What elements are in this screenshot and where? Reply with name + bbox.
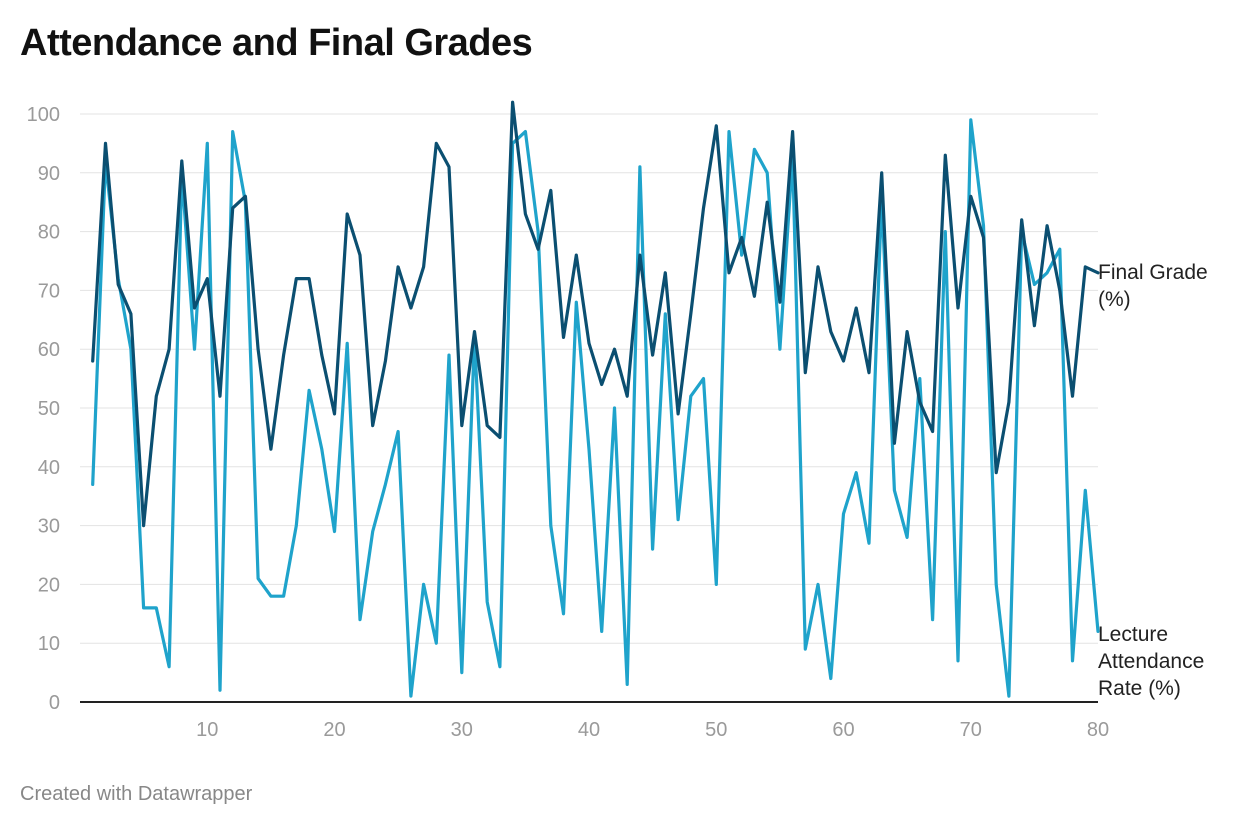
y-tick-label: 70 [38,280,60,302]
y-tick-label: 80 [38,222,60,244]
series-label-0: (%) [1098,288,1131,311]
x-tick-label: 70 [960,719,982,741]
series-label-0: Final Grade [1098,261,1208,284]
series-lines [91,100,1100,698]
x-tick-label: 10 [196,719,218,741]
footer-credit: Created with Datawrapper [20,783,253,805]
x-tick-label: 40 [578,719,600,741]
chart-title: Attendance and Final Grades [20,22,533,64]
series-labels: Final Grade (%) Lecture Attendance Rate (%) [1098,261,1208,700]
y-tick-label: 40 [38,457,60,479]
series-line-1 [91,118,1100,698]
y-tick-label: 50 [38,398,60,420]
x-tick-label: 50 [705,719,727,741]
y-tick-label: 0 [49,692,60,714]
x-tick-label: 20 [323,719,345,741]
y-tick-label: 90 [38,163,60,185]
x-axis-ticks: 10 20 30 40 50 60 70 80 [196,719,1109,741]
series-label-1: Rate (%) [1098,677,1181,700]
series-line-0 [91,100,1100,528]
y-axis-ticks: 0 10 20 30 40 50 60 70 80 90 100 [27,104,60,714]
gridlines [80,113,1098,703]
y-tick-label: 30 [38,516,60,538]
series-label-1: Attendance [1098,650,1204,673]
y-tick-label: 100 [27,104,60,126]
x-tick-label: 80 [1087,719,1109,741]
y-tick-label: 20 [38,574,60,596]
x-tick-label: 60 [832,719,854,741]
series-label-1: Lecture [1098,623,1168,646]
y-tick-label: 10 [38,633,60,655]
y-tick-label: 60 [38,339,60,361]
x-tick-label: 30 [451,719,473,741]
